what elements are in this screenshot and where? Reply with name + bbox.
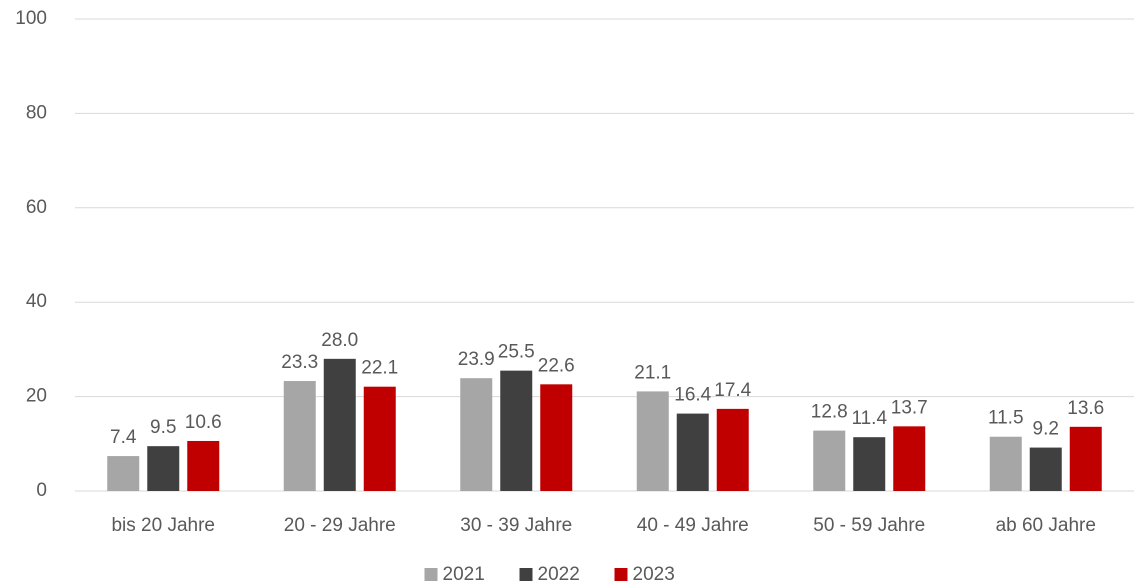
data-label: 10.6 xyxy=(185,412,222,433)
x-tick-label: 30 - 39 Jahre xyxy=(460,515,572,536)
bar xyxy=(716,408,749,491)
data-label: 17.4 xyxy=(714,380,751,401)
data-label: 25.5 xyxy=(498,342,535,363)
data-label: 7.4 xyxy=(110,427,137,448)
data-label: 11.4 xyxy=(851,408,887,429)
data-label: 9.2 xyxy=(1033,419,1059,440)
data-label: 12.8 xyxy=(811,402,848,423)
x-tick-label: ab 60 Jahre xyxy=(996,515,1096,536)
bar xyxy=(636,391,669,491)
legend-label: 2023 xyxy=(633,564,675,585)
bar xyxy=(540,384,573,491)
bar xyxy=(323,358,356,491)
data-label: 11.5 xyxy=(988,408,1024,429)
data-label: 23.3 xyxy=(281,352,318,373)
bar xyxy=(893,426,926,491)
data-label: 9.5 xyxy=(150,417,176,438)
legend-swatch xyxy=(519,568,533,581)
x-tick-label: 20 - 29 Jahre xyxy=(284,515,396,536)
data-label: 16.4 xyxy=(674,385,711,406)
bar xyxy=(1029,447,1062,491)
bar xyxy=(460,378,493,491)
legend-swatch xyxy=(614,568,628,581)
y-tick-label: 40 xyxy=(26,291,47,312)
bar xyxy=(853,437,886,491)
bar xyxy=(147,446,180,491)
bar xyxy=(363,386,396,491)
data-label: 23.9 xyxy=(458,349,495,370)
x-tick-label: 40 - 49 Jahre xyxy=(637,515,749,536)
data-label: 22.1 xyxy=(361,358,398,379)
bar xyxy=(989,436,1022,491)
bar xyxy=(107,456,140,491)
x-tick-label: bis 20 Jahre xyxy=(111,515,215,536)
data-label: 13.6 xyxy=(1067,398,1104,419)
y-tick-label: 100 xyxy=(15,8,47,29)
bar xyxy=(813,430,846,491)
legend-label: 2022 xyxy=(538,564,580,585)
y-tick-label: 20 xyxy=(26,386,47,407)
y-tick-label: 60 xyxy=(26,197,47,218)
y-tick-label: 0 xyxy=(36,480,47,501)
bar xyxy=(283,381,316,491)
y-tick-label: 80 xyxy=(26,102,47,123)
legend-label: 2021 xyxy=(443,564,485,585)
data-label: 21.1 xyxy=(634,362,671,383)
data-label: 22.6 xyxy=(538,355,575,376)
bar xyxy=(500,370,533,491)
data-label: 13.7 xyxy=(891,397,928,418)
data-label: 28.0 xyxy=(321,330,358,351)
bar xyxy=(1069,426,1102,491)
bar xyxy=(187,440,220,491)
legend-swatch xyxy=(424,568,438,581)
bar xyxy=(676,413,709,491)
x-tick-label: 50 - 59 Jahre xyxy=(813,515,925,536)
